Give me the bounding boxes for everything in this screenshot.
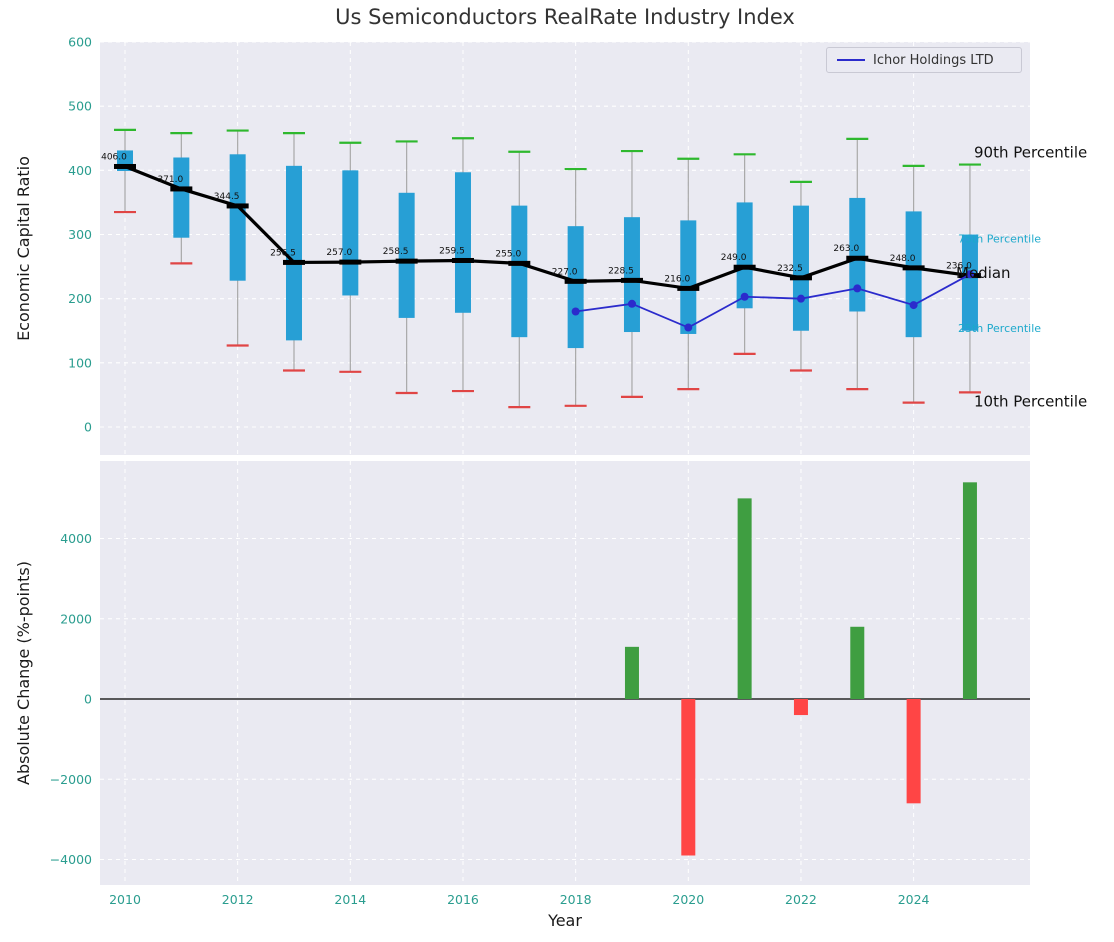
y-tick-label-top: 300: [68, 227, 92, 242]
median-value-label: 263.0: [833, 244, 859, 254]
change-bar: [850, 626, 865, 699]
median-value-label: 259.5: [439, 246, 465, 256]
percentile-annotation: 75th Percentile: [958, 233, 1041, 246]
median-marker: [508, 260, 531, 266]
percentile-annotation: 10th Percentile: [974, 392, 1087, 410]
median-marker: [451, 257, 474, 263]
y-tick-label-top: 200: [68, 291, 92, 306]
percentile-annotation: 25th Percentile: [958, 322, 1041, 335]
median-value-label: 371.0: [157, 175, 183, 185]
iqr-box: [567, 226, 584, 349]
y-tick-label-bottom: −2000: [50, 772, 92, 787]
median-value-label: 228.5: [608, 266, 634, 276]
change-bar: [624, 646, 639, 699]
x-tick-label: 2014: [334, 892, 366, 907]
median-marker: [395, 258, 418, 264]
y-tick-label-top: 500: [68, 99, 92, 114]
median-value-label: 344.5: [214, 192, 240, 202]
iqr-box: [454, 172, 471, 313]
y-axis-label-bottom: Absolute Change (%-points): [14, 561, 33, 785]
iqr-box: [342, 170, 359, 296]
y-tick-label-bottom: 4000: [60, 531, 92, 546]
change-bar: [737, 498, 752, 699]
iqr-box: [961, 234, 978, 331]
ichor-marker: [853, 284, 862, 293]
x-tick-label: 2024: [898, 892, 930, 907]
median-marker: [902, 265, 925, 271]
percentile-annotation: Median: [956, 264, 1011, 282]
ichor-marker: [571, 307, 580, 316]
top-panel-bg: [100, 42, 1030, 455]
iqr-box: [849, 197, 866, 312]
ichor-line: [575, 273, 971, 329]
iqr-box: [905, 211, 922, 338]
median-value-label: 255.0: [495, 249, 521, 259]
median-marker: [789, 275, 812, 281]
ichor-marker: [627, 299, 636, 308]
median-marker: [733, 264, 756, 270]
median-value-label: 257.0: [326, 248, 352, 258]
iqr-box: [173, 157, 190, 238]
iqr-box: [792, 205, 809, 331]
x-tick-label: 2012: [222, 892, 254, 907]
median-line: [124, 164, 971, 291]
median-marker: [170, 186, 193, 192]
median-marker: [846, 255, 869, 261]
ichor-marker: [796, 294, 805, 303]
median-marker: [564, 278, 587, 284]
bottom-panel-bg: [100, 461, 1030, 885]
legend-line-sample: [837, 59, 865, 61]
median-marker: [226, 203, 249, 209]
y-tick-label-bottom: 2000: [60, 611, 92, 626]
ichor-marker: [909, 301, 918, 310]
iqr-box: [680, 220, 697, 334]
y-tick-label-bottom: −4000: [50, 852, 92, 867]
ichor-marker: [740, 292, 749, 301]
median-value-label: 248.0: [890, 254, 916, 264]
percentile-annotation: 90th Percentile: [974, 143, 1087, 161]
change-bar: [906, 699, 921, 804]
y-axis-label-top: Economic Capital Ratio: [14, 156, 33, 341]
chart-title: Us Semiconductors RealRate Industry Inde…: [335, 5, 795, 29]
change-bar: [962, 482, 977, 699]
median-value-label: 227.0: [552, 267, 578, 277]
median-value-label: 249.0: [721, 253, 747, 263]
median-value-label: 216.0: [664, 274, 690, 284]
median-marker: [282, 259, 305, 265]
median-marker: [620, 277, 643, 283]
median-value-label: 236.0: [946, 262, 972, 272]
median-value-label: 406.0: [101, 152, 127, 162]
y-tick-label-top: 100: [68, 355, 92, 370]
y-tick-label-bottom: 0: [84, 692, 92, 707]
x-tick-label: 2020: [672, 892, 704, 907]
iqr-box: [736, 202, 753, 309]
change-bar: [681, 699, 696, 856]
iqr-box: [623, 217, 640, 333]
x-tick-label: 2022: [785, 892, 817, 907]
y-tick-label-top: 400: [68, 163, 92, 178]
median-marker: [677, 285, 700, 291]
median-value-label: 256.5: [270, 248, 296, 258]
x-tick-label: 2018: [560, 892, 592, 907]
iqr-box: [229, 154, 246, 281]
legend: Ichor Holdings LTD: [826, 47, 1022, 73]
iqr-box: [398, 192, 415, 318]
iqr-box: [511, 205, 528, 338]
y-tick-label-top: 0: [84, 420, 92, 435]
x-tick-label: 2010: [109, 892, 141, 907]
median-marker: [339, 259, 362, 265]
x-axis-label: Year: [548, 911, 582, 930]
ichor-marker: [965, 270, 974, 279]
change-bar: [793, 699, 808, 716]
median-value-label: 232.5: [777, 264, 803, 274]
median-value-label: 258.5: [383, 247, 409, 257]
x-tick-label: 2016: [447, 892, 479, 907]
ichor-marker: [684, 323, 693, 332]
iqr-box: [285, 165, 302, 341]
median-marker: [114, 163, 136, 169]
y-tick-label-top: 600: [68, 35, 92, 50]
legend-label: Ichor Holdings LTD: [873, 52, 994, 68]
